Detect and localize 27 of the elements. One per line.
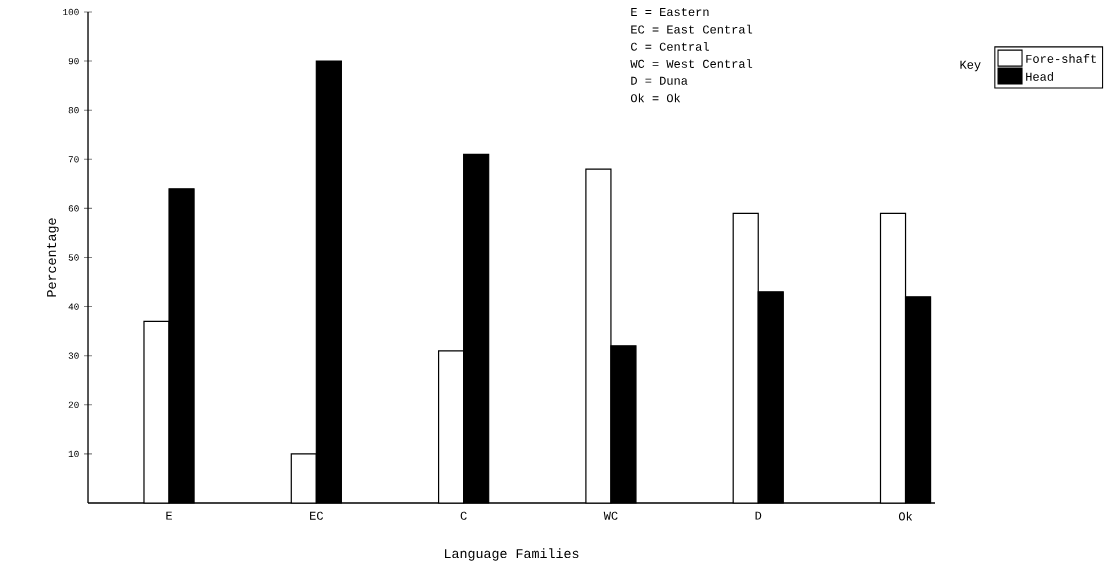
x-tick-label: WC (603, 511, 618, 520)
x-tick-label: D (755, 511, 762, 520)
x-tick-label: E (166, 511, 172, 520)
annotation: Ok = Ok (630, 93, 681, 103)
annotation: EC = East Central (631, 24, 753, 34)
y-tick-label: 50 (68, 254, 79, 261)
legend-title: Key (960, 60, 981, 72)
annotation: WC = West Central (630, 59, 753, 68)
legend-label: Fore-shaft (1026, 54, 1096, 63)
y-tick-label: 30 (68, 352, 79, 359)
y-tick-label: 70 (68, 156, 79, 163)
y-tick-label: 60 (68, 205, 79, 212)
x-tick-label: C (460, 511, 467, 520)
x-tick-label: EC (310, 511, 324, 520)
y-tick-label: 80 (68, 107, 79, 114)
annotation: D = Duna (631, 76, 688, 85)
y-tick-label: 90 (68, 57, 79, 65)
y-tick-label: 40 (68, 303, 79, 310)
y-axis-title: Percentage (47, 218, 59, 297)
legend-label: Head (1026, 71, 1053, 81)
y-tick-label: 20 (68, 401, 79, 408)
x-axis-title: Language Families (445, 548, 579, 561)
annotation: C = Central (631, 41, 709, 51)
y-tick-label: 100 (63, 8, 79, 16)
y-tick-label: 10 (68, 450, 79, 458)
x-tick-label: Ok (898, 511, 913, 521)
annotation: E = Eastern (631, 7, 709, 17)
